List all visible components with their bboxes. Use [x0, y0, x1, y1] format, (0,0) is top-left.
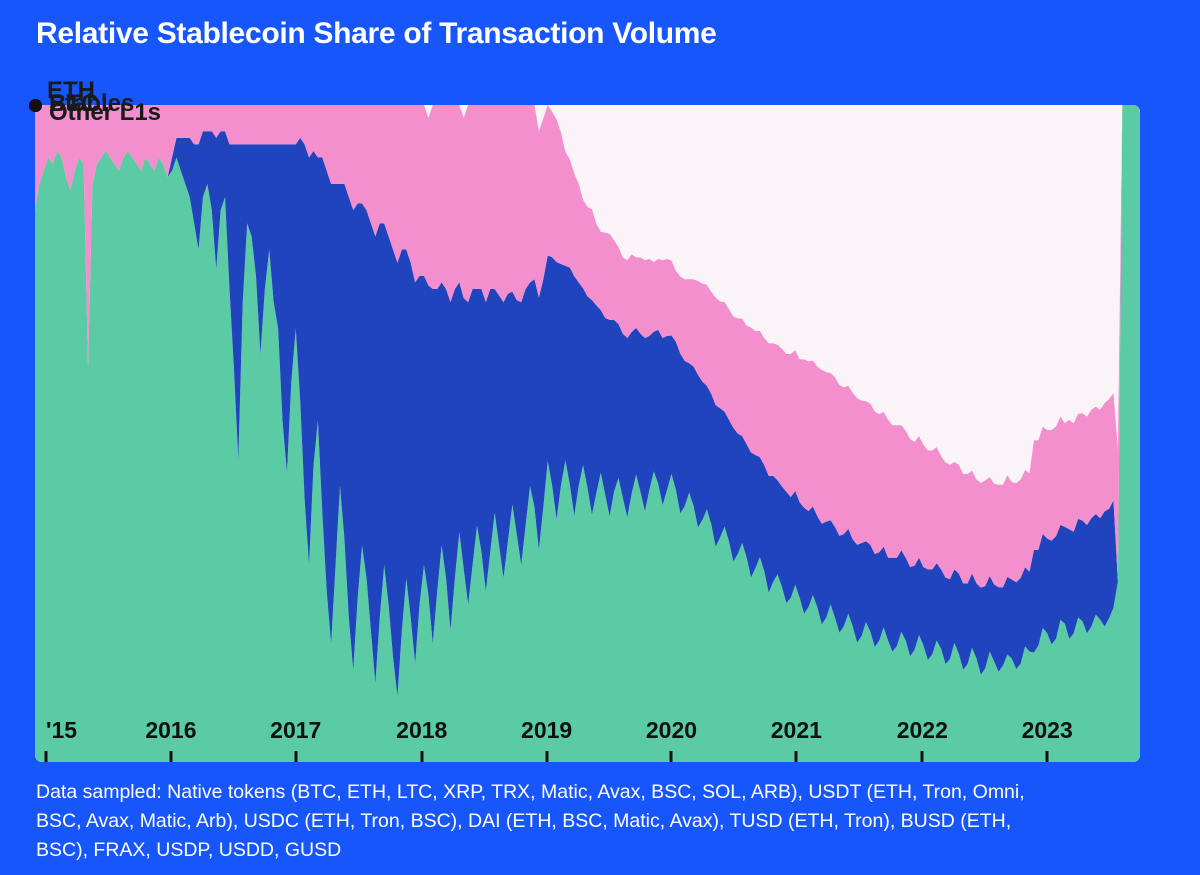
chart-plot-area	[35, 105, 1140, 762]
chart-plot-wrapper: '15 2016 2017 2018 2019 2020 2021 2022 2023 BTC E…	[28, 77, 1140, 762]
page-title: Relative Stablecoin Share of Transaction…	[36, 17, 717, 50]
area-series-other-l1s	[35, 105, 1140, 588]
stacked-area-chart	[35, 105, 1140, 762]
area-series-eth	[35, 105, 1140, 697]
area-series-btc	[35, 105, 1140, 762]
chart-caption: Data sampled: Native tokens (BTC, ETH, L…	[36, 781, 1025, 861]
annotation-label-eth: ETH	[47, 77, 95, 104]
